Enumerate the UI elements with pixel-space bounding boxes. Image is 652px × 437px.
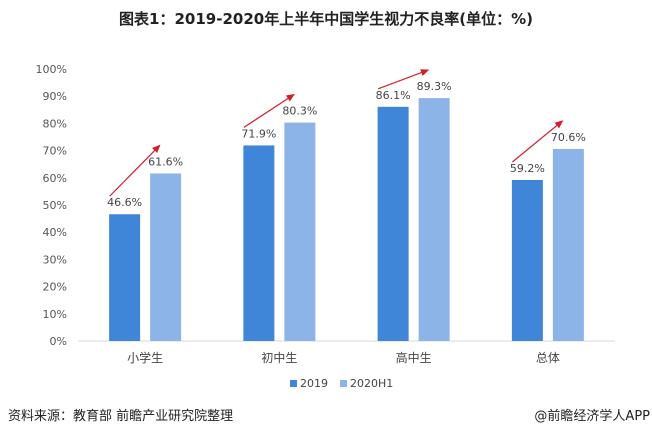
bar-2020H1 [418, 98, 450, 341]
data-label: 61.6% [148, 155, 183, 168]
y-tick-label: 0% [50, 335, 67, 348]
data-label: 71.9% [241, 127, 276, 140]
bar-2020H1 [284, 122, 316, 341]
y-tick-label: 90% [43, 90, 67, 103]
increase-arrow [377, 69, 430, 90]
bar-2020H1 [150, 173, 182, 341]
legend-label: 2020H1 [350, 377, 393, 390]
bar-2019 [377, 106, 409, 341]
y-tick-label: 100% [36, 63, 67, 76]
legend-label: 2019 [300, 377, 328, 390]
bar-2020H1 [552, 148, 584, 341]
data-label: 46.6% [107, 196, 142, 209]
y-tick-label: 60% [43, 172, 67, 185]
increase-arrow [243, 93, 295, 128]
bar-2019 [511, 179, 543, 341]
y-tick-label: 80% [43, 117, 67, 130]
y-tick-label: 70% [43, 145, 67, 158]
legend-swatch [290, 380, 297, 387]
y-tick-label: 40% [43, 226, 67, 239]
data-label: 70.6% [551, 131, 586, 144]
y-tick-label: 50% [43, 199, 67, 212]
bar-2019 [243, 145, 275, 341]
increase-arrow [511, 120, 564, 163]
data-label: 86.1% [376, 89, 411, 102]
source-note: 资料来源：教育部 前瞻产业研究院整理 [8, 409, 234, 424]
x-tick-label: 高中生 [396, 350, 432, 365]
chart-title: 图表1：2019-2020年上半年中国学生视力不良率(单位：%) [119, 10, 533, 28]
data-label: 89.3% [417, 80, 452, 93]
data-label: 59.2% [510, 162, 545, 175]
x-tick-label: 小学生 [127, 350, 163, 365]
bar-2019 [109, 214, 141, 341]
y-tick-label: 30% [43, 253, 67, 266]
increase-arrow [109, 144, 161, 197]
credit-note: @前瞻经济学人APP [534, 409, 650, 424]
legend-swatch [340, 380, 347, 387]
x-tick-label: 初中生 [261, 350, 297, 365]
y-tick-label: 20% [43, 281, 67, 294]
data-label: 80.3% [282, 105, 317, 118]
y-tick-label: 10% [43, 308, 67, 321]
x-tick-label: 总体 [536, 351, 560, 365]
